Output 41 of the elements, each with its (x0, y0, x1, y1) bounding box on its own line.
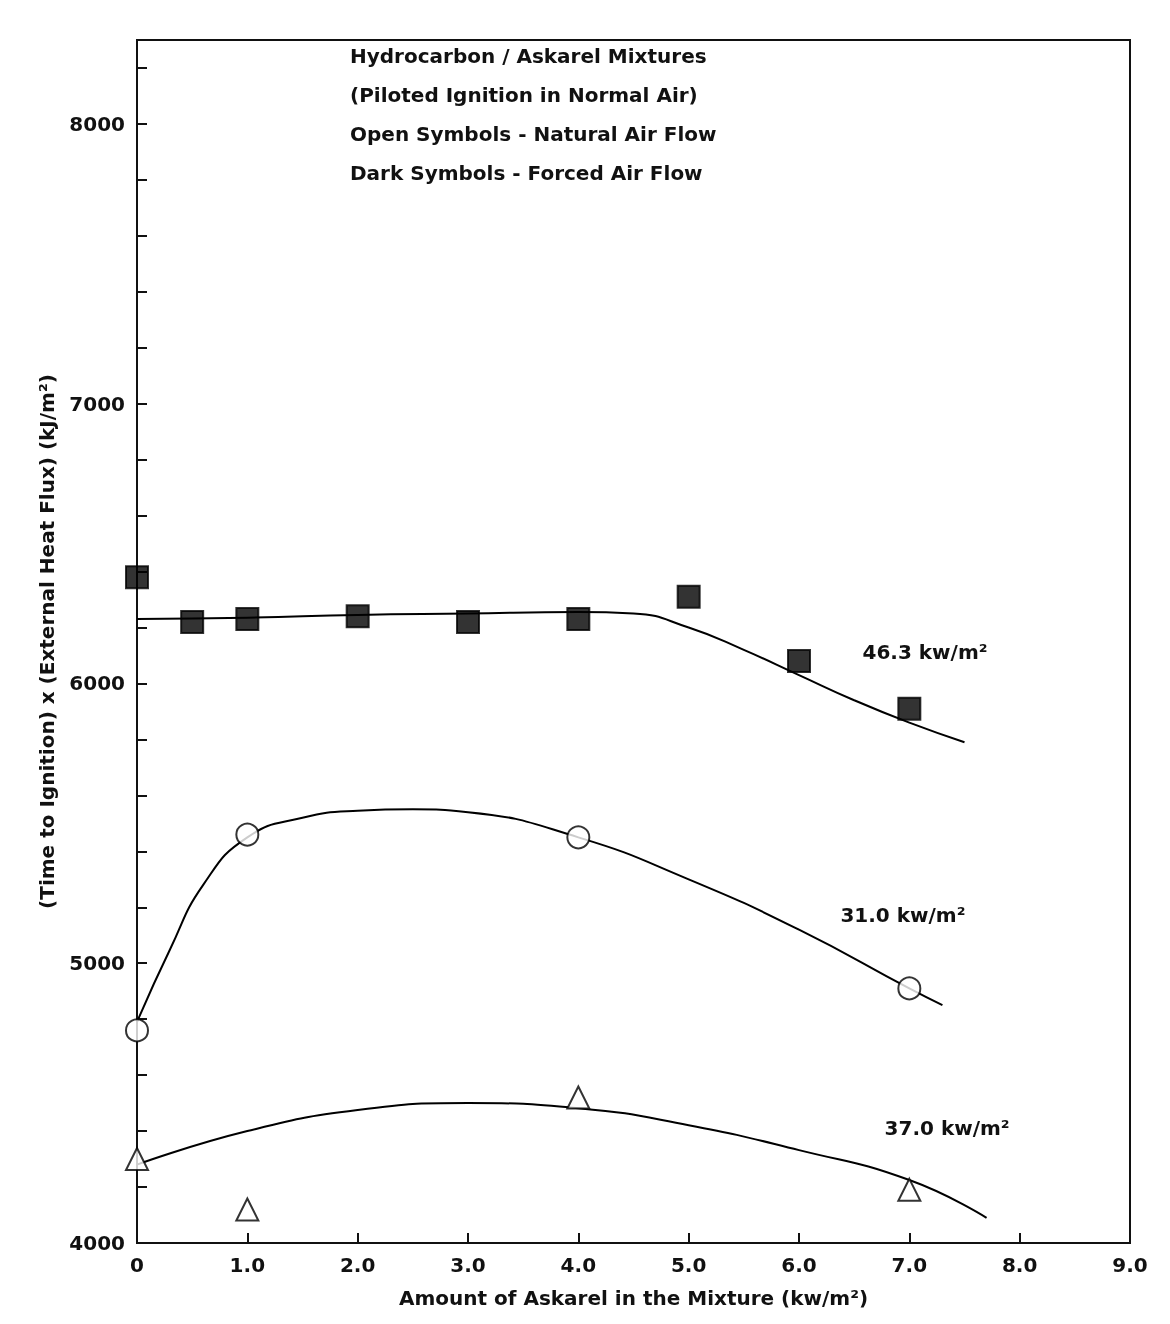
annotation: (Piloted Ignition in Normal Air) (350, 83, 698, 107)
x-tick-label: 1.0 (229, 1253, 266, 1277)
point (897, 1177, 922, 1202)
annotation: Open Symbols - Natural Air Flow (350, 122, 717, 146)
point (235, 607, 260, 632)
point (125, 1018, 149, 1043)
x-tick-label: 0 (130, 1253, 144, 1277)
point (235, 1197, 260, 1222)
y-tick-label: 4000 (69, 1231, 125, 1255)
series-label: 46.3 kw/m² (862, 640, 988, 665)
point (345, 604, 370, 629)
x-tick-label: 3.0 (450, 1253, 486, 1277)
series-label: 31.0 kw/m² (840, 903, 966, 928)
annotation: Dark Symbols - Forced Air Flow (350, 161, 703, 185)
point (787, 649, 811, 674)
x-axis-title: Amount of Askarel in the Mixture (kw/m²) (398, 1286, 869, 1310)
x-tick-label: 9.0 (1112, 1253, 1148, 1277)
series-label: 37.0 kw/m² (884, 1115, 1010, 1140)
point (566, 1085, 591, 1110)
y-tick-label: 6000 (69, 671, 125, 696)
x-tick-label: 4.0 (560, 1253, 597, 1277)
x-tick-label: 6.0 (781, 1253, 817, 1277)
point (456, 609, 480, 634)
x-tick-label: 2.0 (339, 1253, 376, 1277)
y-tick-label: 7000 (69, 391, 125, 416)
point (125, 565, 149, 590)
point (180, 609, 205, 634)
point (676, 584, 701, 609)
y-axis-title: (Time to Ignition) x (External Heat Flux) (kJ/m²) (35, 374, 59, 909)
point (566, 607, 591, 632)
x-tick-label: 7.0 (891, 1253, 928, 1277)
y-tick-label: 5000 (69, 951, 125, 976)
point (897, 696, 922, 721)
point (897, 976, 922, 1001)
point (566, 825, 591, 850)
annotation: Hydrocarbon / Askarel Mixtures (350, 44, 707, 68)
point (125, 1147, 149, 1172)
point (235, 822, 260, 847)
y-tick-label: 8000 (69, 111, 125, 136)
x-tick-label: 5.0 (670, 1253, 707, 1277)
x-tick-label: 8.0 (1001, 1253, 1038, 1277)
